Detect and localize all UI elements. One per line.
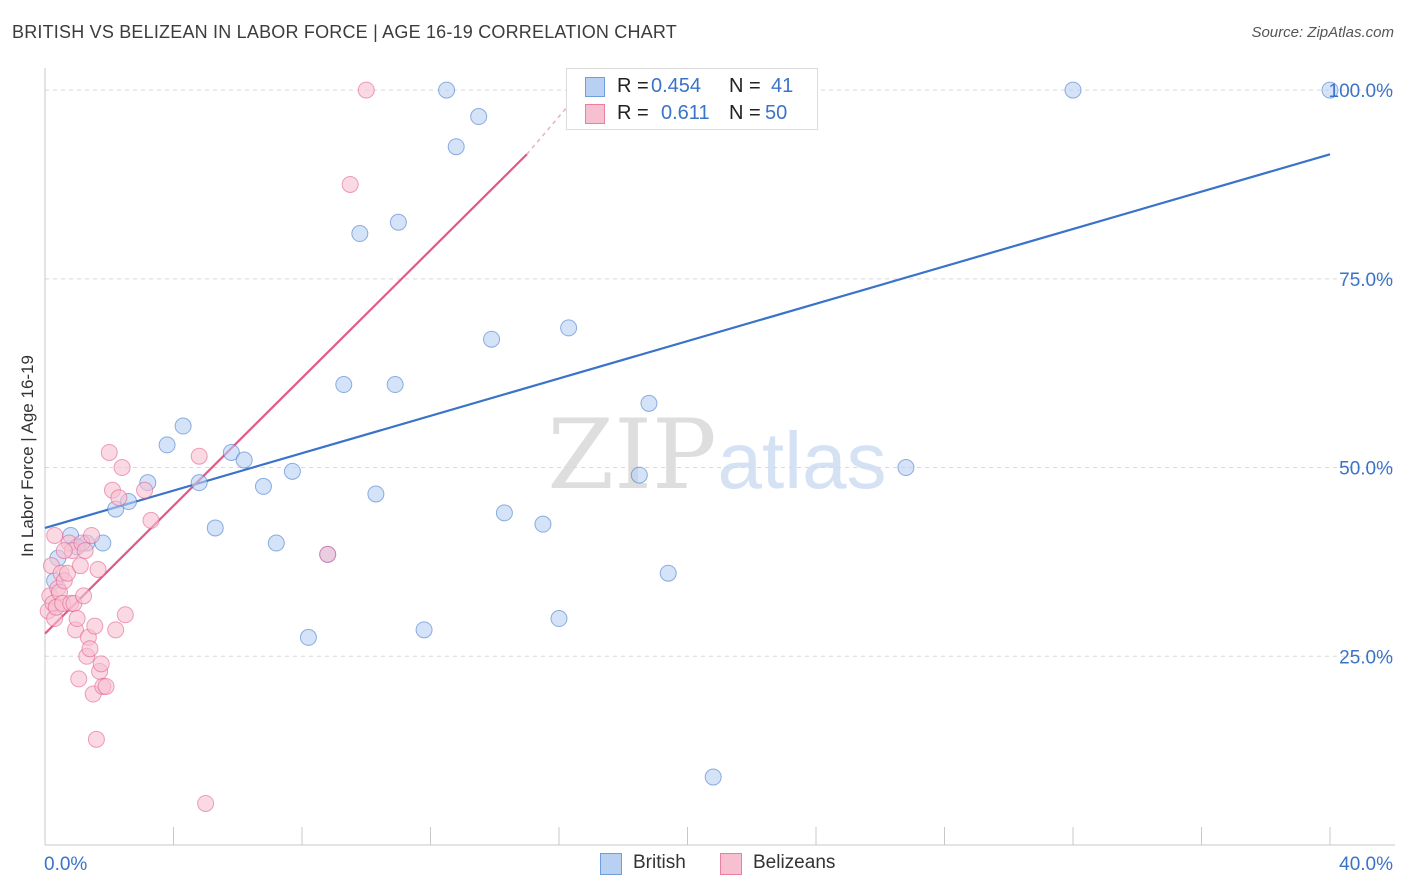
point-british — [897, 459, 915, 477]
point-belizeans — [190, 447, 208, 465]
point-belizeans — [46, 526, 64, 544]
point-belizeans — [75, 587, 93, 605]
point-british — [1064, 81, 1082, 99]
point-british — [367, 485, 385, 503]
watermark-zip: ZIP — [547, 399, 716, 511]
point-belizeans — [357, 81, 375, 99]
point-british — [640, 394, 658, 412]
point-british — [283, 462, 301, 480]
point-belizeans — [197, 794, 215, 812]
data-points — [39, 81, 1339, 812]
point-belizeans — [58, 564, 76, 582]
trend-lines — [44, 97, 1331, 635]
point-belizeans — [92, 655, 110, 673]
point-belizeans — [100, 443, 118, 461]
y-axis-label: In Labor Force | Age 16-19 — [18, 355, 37, 557]
legend-swatch-belizeans — [585, 104, 605, 124]
point-british — [447, 138, 465, 156]
trendline-belizeans — [44, 153, 528, 635]
point-british — [158, 436, 176, 454]
point-british — [174, 417, 192, 435]
point-british — [190, 474, 208, 492]
legend-n-label: N = — [729, 75, 761, 97]
legend-n-label: N = — [729, 102, 761, 124]
point-british — [351, 225, 369, 243]
bottom-legend-label-belizeans: Belizeans — [753, 852, 836, 873]
axes — [44, 68, 1395, 846]
point-belizeans — [86, 617, 104, 635]
point-british — [470, 108, 488, 126]
legend-swatch-british — [585, 77, 605, 97]
point-belizeans — [55, 542, 73, 560]
legend-box: R = 0.454 N = 41 R = 0.611 N = 50 — [566, 68, 818, 130]
legend-n-value-british: 41 — [771, 75, 794, 97]
point-belizeans — [83, 526, 101, 544]
x-tick-label-min: 0.0% — [44, 854, 87, 875]
point-belizeans — [87, 730, 105, 748]
y-tick-label: 75.0% — [1339, 270, 1393, 291]
point-british — [389, 213, 407, 231]
watermark-atlas: atlas — [718, 416, 887, 505]
grid — [45, 89, 1395, 657]
watermark: ZIP atlas — [547, 399, 886, 511]
point-belizeans — [76, 542, 94, 560]
point-belizeans — [319, 545, 337, 563]
tick-labels: 25.0% 50.0% 75.0% 100.0% 0.0% 40.0% — [44, 81, 1393, 875]
point-belizeans — [81, 640, 99, 658]
point-british — [1321, 81, 1339, 99]
point-british — [299, 628, 317, 646]
legend-r-value-british: 0.454 — [651, 75, 702, 97]
point-british — [415, 621, 433, 639]
point-british — [630, 466, 648, 484]
point-belizeans — [110, 489, 128, 507]
point-belizeans — [142, 511, 160, 529]
y-tick-label: 50.0% — [1339, 459, 1393, 480]
point-belizeans — [113, 459, 131, 477]
point-belizeans — [97, 677, 115, 695]
trendline-british — [44, 153, 1331, 529]
y-tick-label: 25.0% — [1339, 647, 1393, 668]
legend-r-value-belizeans: 0.611 — [661, 102, 710, 124]
point-british — [550, 610, 568, 628]
point-british — [495, 504, 513, 522]
point-british — [222, 443, 240, 461]
bottom-legend-swatch-belizeans — [720, 853, 742, 875]
point-british — [704, 768, 722, 786]
point-belizeans — [68, 610, 86, 628]
legend-n-value-belizeans: 50 — [765, 102, 788, 124]
point-british — [483, 330, 501, 348]
point-british — [438, 81, 456, 99]
point-belizeans — [116, 606, 134, 624]
point-belizeans — [136, 481, 154, 499]
legend-r-label: R = — [617, 102, 649, 124]
point-british — [267, 534, 285, 552]
point-belizeans — [107, 621, 125, 639]
point-british — [254, 477, 272, 495]
bottom-legend-label-british: British — [633, 852, 686, 873]
point-british — [335, 376, 353, 394]
chart-title: BRITISH VS BELIZEAN IN LABOR FORCE | AGE… — [12, 22, 677, 42]
point-british — [659, 564, 677, 582]
point-british — [386, 376, 404, 394]
chart-source: Source: ZipAtlas.com — [1251, 24, 1394, 41]
point-british — [534, 515, 552, 533]
point-british — [206, 519, 224, 537]
y-tick-label: 100.0% — [1329, 81, 1394, 102]
point-british — [235, 451, 253, 469]
x-tick-label-max: 40.0% — [1339, 854, 1393, 875]
bottom-legend-swatch-british — [600, 853, 622, 875]
point-british — [560, 319, 578, 337]
point-belizeans — [341, 175, 359, 193]
point-belizeans — [70, 670, 88, 688]
point-belizeans — [89, 560, 107, 578]
point-belizeans — [71, 557, 89, 575]
legend-r-label: R = — [617, 75, 649, 97]
